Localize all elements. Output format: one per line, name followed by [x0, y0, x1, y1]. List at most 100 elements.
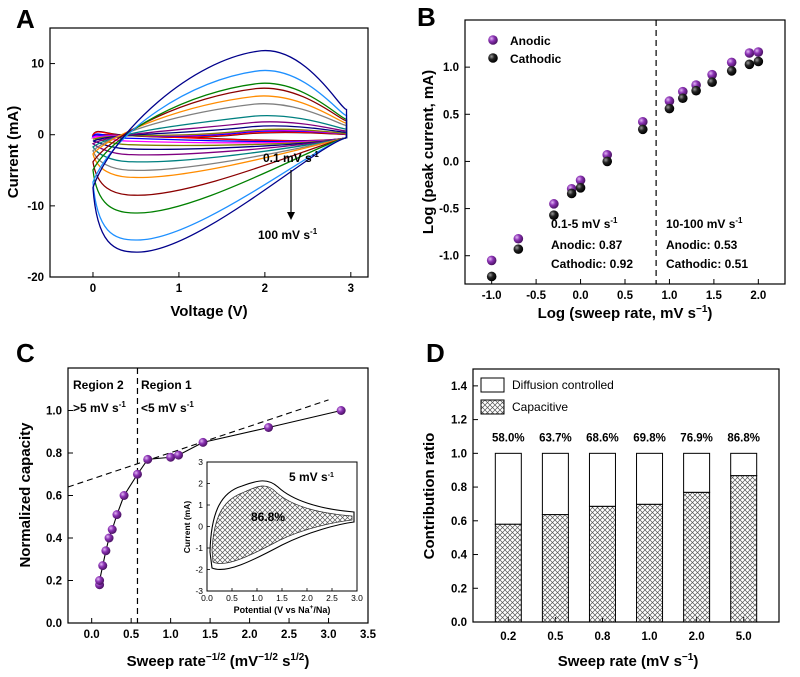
anodic-point [575, 175, 586, 186]
bar-diffusion [730, 452, 758, 477]
anodic-point [744, 48, 755, 58]
bar-capacitive [588, 505, 616, 623]
bar-capacitive [683, 491, 711, 623]
cathodic-point [486, 271, 497, 282]
inset-x-tick-label: 2.5 [326, 593, 338, 603]
anodic-point [602, 150, 613, 160]
legend-swatch-diffusion [480, 377, 505, 393]
bar-diffusion [494, 452, 522, 525]
cathodic-point [691, 85, 701, 96]
panel-d-y-tick-label: 0.4 [451, 550, 468, 562]
panel-b-y-tick-label: -1.0 [439, 251, 459, 263]
panel-c-ylabel: Normalized capacity [17, 422, 34, 568]
panel-c-region2-text: >5 mV s-1 [73, 400, 126, 415]
capacity-point [174, 450, 184, 460]
panel-a-xlabel: Voltage (V) [170, 303, 247, 320]
panel-b-y-tick-label: 0.5 [443, 109, 460, 121]
panel-c-x-tick-label: 2.0 [242, 629, 258, 641]
inset-y-tick-label: 2 [198, 479, 203, 489]
panel-c-trend-line [67, 399, 329, 488]
bar-capacitive [494, 523, 522, 623]
panel-a-curves [91, 50, 348, 253]
panel-d-x-tick-label: 0.8 [594, 631, 611, 643]
panel-c-region2-title: Region 2 [73, 378, 124, 392]
panel-b-ticks: -1.0 -0.5 0.0 0.5 1.0 1.5 2.0 -1.0 -0.5 0.0 0.5 1.0 [439, 62, 766, 302]
panel-c-y-tick-label: 0.0 [46, 618, 62, 630]
bar-capacitive [636, 503, 664, 623]
panel-d-y-tick-label: 1.2 [451, 415, 467, 427]
panel-b-y-tick-label: 1.0 [443, 62, 459, 74]
anodic-point [549, 199, 559, 209]
panel-c-x-tick-label: 0.5 [123, 629, 140, 641]
panel-b-note-right-anodic: Anodic: 0.53 [666, 238, 738, 252]
capacity-point [336, 406, 346, 415]
panel-b-x-tick-label: 0.0 [573, 290, 589, 302]
panel-c-y-tick-label: 0.6 [46, 491, 62, 503]
panel-b-x-tick-label: 0.5 [617, 290, 634, 302]
legend-label-cathodic: Cathodic [510, 52, 562, 66]
legend-swatch-capacitive [480, 399, 505, 415]
legend-label-anodic: Anodic [510, 34, 551, 48]
inset-x-tick-label: 1.0 [251, 593, 263, 603]
cv-curve [92, 50, 348, 253]
cathodic-point [575, 183, 586, 193]
bar-diffusion [683, 452, 711, 493]
panel-b-letter: B [417, 2, 436, 32]
panel-a-x-tick-label: 0 [90, 283, 96, 295]
panel-b: B -1.0 -0.5 0.0 0.5 1.0 1.5 2.0 -1.0 -0.5 0.0 0.5 1… [417, 2, 786, 322]
capacity-point [143, 454, 153, 464]
panel-d-bars: 58.0% 63.7% 68.6% 69.8% 76.9% 86.8% [492, 432, 760, 623]
inset-xlabel: Potential (V vs Na+/Na) [234, 604, 331, 615]
panel-d-xlabel: Sweep rate (mV s−1) [558, 652, 699, 670]
capacity-point [104, 533, 114, 543]
panel-a-y-tick-label: -20 [27, 272, 44, 284]
panel-d-y-tick-label: 0.0 [451, 617, 467, 629]
inset-cv-curve [209, 480, 355, 570]
panel-b-ylabel: Log (peak current, mA) [420, 70, 437, 234]
cathodic-point [549, 210, 559, 220]
anodic-point [486, 255, 497, 266]
cathodic-point [753, 56, 764, 67]
capacity-point [95, 576, 105, 585]
panel-d: D 0.0 0.2 0.4 0.6 0.8 1.0 1.2 1.4 0.2 0.5 0.8 1.0 2.… [421, 338, 780, 670]
panel-c-x-tick-label: 3.5 [360, 629, 377, 641]
panel-a-x-tick-label: 1 [176, 283, 183, 295]
panel-b-note-left-cathodic: Cathodic: 0.92 [551, 257, 633, 271]
inset-x-tick-label: 0.5 [226, 593, 238, 603]
inset-capacitive-area [211, 485, 353, 564]
bar-diffusion [636, 452, 664, 505]
panel-a-y-tick-label: -10 [27, 201, 44, 213]
panel-d-letter: D [426, 338, 445, 368]
panel-a-y-tick-label: 0 [38, 130, 44, 142]
capacity-point [98, 561, 108, 571]
anodic-point [726, 57, 737, 68]
panel-a-y-tick-label: 10 [31, 59, 44, 71]
cathodic-point [513, 244, 524, 254]
panel-b-xlabel: Log (sweep rate, mV s−1) [538, 304, 713, 322]
capacity-point [198, 437, 208, 447]
panel-b-note-left-title: 0.1-5 mV s-1 [551, 216, 618, 231]
panel-a-ticks: 0 1 2 3 -20 -10 0 10 [27, 59, 354, 295]
inset-y-tick-label: 3 [198, 457, 203, 467]
panel-b-x-tick-label: -1.0 [482, 290, 502, 302]
cathodic-point [602, 156, 613, 167]
inset-ticks: 0.0 0.5 1.0 1.5 2.0 2.5 3.0 -3 -2 -1 0 1 2 3 [195, 457, 363, 603]
cathodic-point [637, 124, 648, 135]
panel-d-y-tick-label: 0.8 [451, 482, 468, 494]
legend-label-diffusion: Diffusion controlled [512, 378, 614, 392]
panel-d-y-tick-label: 0.2 [451, 583, 467, 595]
bar-percent-label: 86.8% [727, 432, 760, 444]
panel-a: A 0 1 2 3 -20 -10 0 10 0.1 mV s-1 100 mV s-1 Vo… [5, 4, 369, 320]
capacity-point [264, 423, 274, 432]
cathodic-point [664, 103, 675, 114]
panel-d-ticks: 0.0 0.2 0.4 0.6 0.8 1.0 1.2 1.4 0.2 0.5 0.8 1.0 2.0 5… [451, 381, 752, 643]
panel-c-x-tick-label: 1.5 [202, 629, 219, 641]
panel-d-x-tick-label: 0.2 [500, 631, 516, 643]
panel-d-y-tick-label: 1.0 [451, 448, 467, 460]
bar-percent-label: 68.6% [586, 432, 619, 444]
panel-c-xlabel: Sweep rate−1/2 (mV−1/2 s1/2) [127, 652, 310, 670]
panel-d-y-tick-label: 1.4 [451, 381, 468, 393]
panel-b-x-tick-label: 1.0 [661, 290, 677, 302]
panel-a-letter: A [16, 4, 35, 34]
